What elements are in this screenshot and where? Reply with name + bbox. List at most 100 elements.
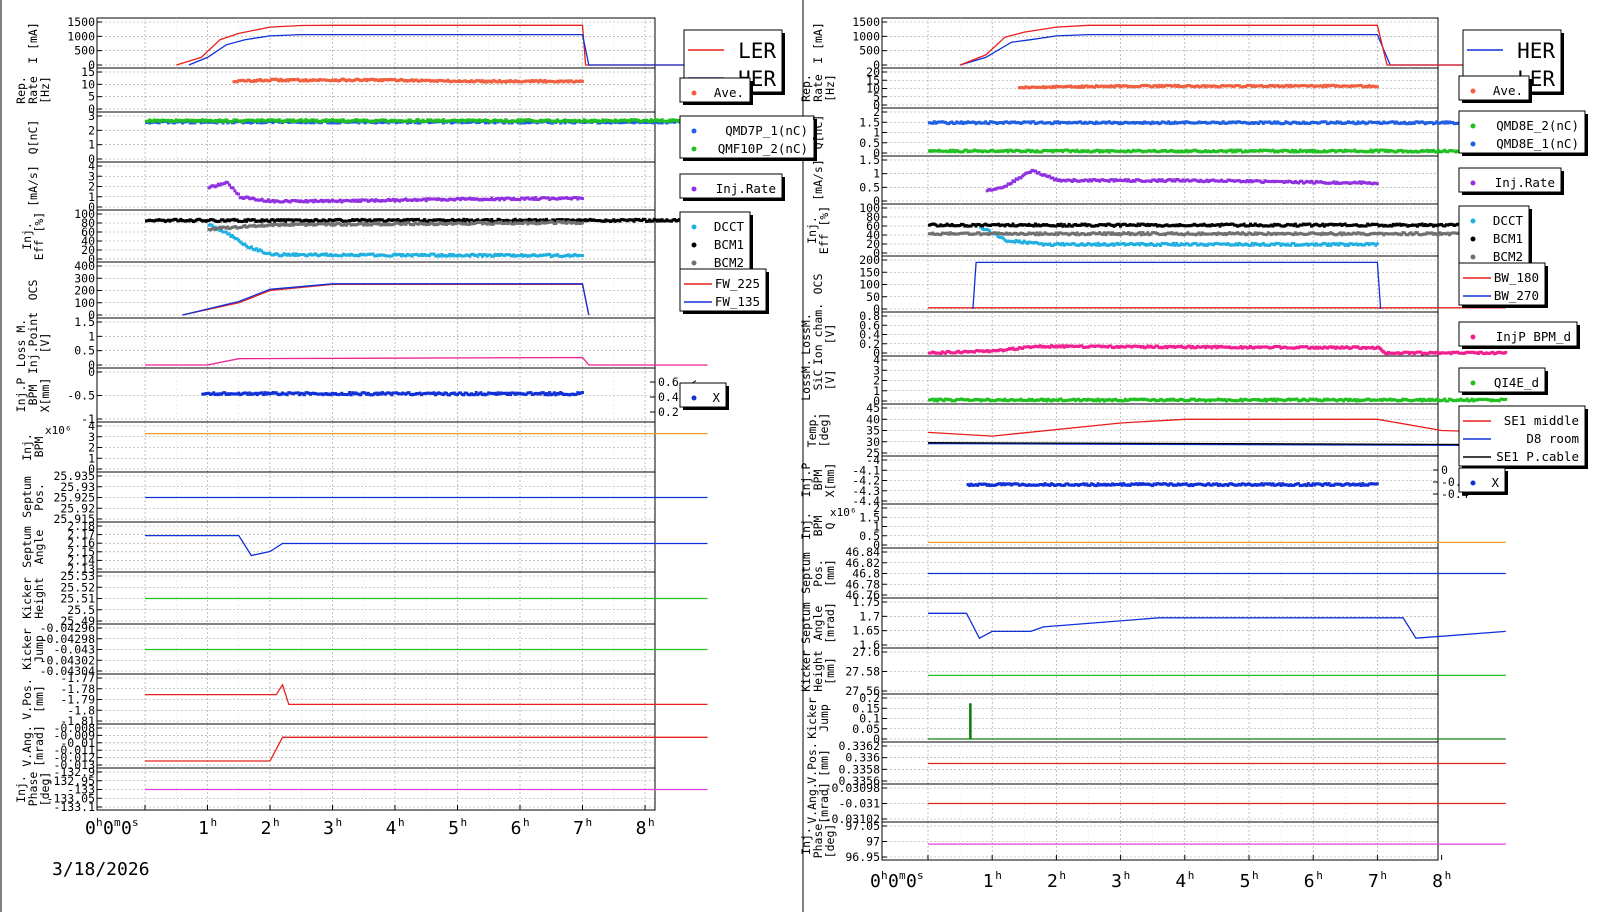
legend-marker (1470, 141, 1476, 147)
data-point (413, 78, 417, 82)
data-point (407, 253, 411, 257)
data-point (1086, 121, 1090, 125)
data-point (384, 254, 388, 258)
data-point (305, 79, 309, 83)
data-point (1343, 84, 1347, 88)
data-point (1240, 179, 1244, 183)
y-tick-label: -0.012 (53, 751, 95, 765)
data-point (1208, 224, 1212, 228)
data-point (928, 149, 931, 153)
data-point (944, 120, 948, 124)
data-point (207, 218, 211, 222)
data-point (1175, 242, 1179, 246)
data-point (524, 196, 528, 200)
data-point (571, 392, 575, 396)
data-point (371, 393, 375, 397)
data-point (1070, 121, 1074, 125)
data-point (295, 199, 298, 203)
data-point (280, 119, 284, 123)
data-point (1451, 120, 1455, 124)
data-point (1236, 179, 1240, 183)
data-point (415, 118, 419, 122)
data-point (377, 391, 381, 395)
data-point (1149, 85, 1153, 89)
data-point (512, 196, 516, 200)
data-point (1009, 148, 1013, 152)
data-point (1130, 223, 1134, 227)
data-point (426, 219, 430, 223)
y-tick-label: 100 (74, 296, 95, 310)
data-point (1122, 121, 1126, 125)
data-point (1003, 184, 1007, 188)
data-point (424, 253, 428, 257)
y-axis-label: Septum (20, 476, 34, 518)
data-point (1369, 148, 1373, 152)
data-point (1356, 243, 1360, 247)
data-point (1043, 223, 1047, 227)
data-point (460, 254, 464, 258)
data-point (249, 80, 253, 84)
data-point (288, 218, 292, 222)
data-point (961, 150, 965, 154)
data-point (1098, 121, 1102, 125)
data-point (452, 219, 456, 223)
data-point (1353, 148, 1357, 152)
data-point (1232, 223, 1236, 227)
data-point (504, 253, 508, 257)
data-point (1176, 83, 1180, 87)
data-point (574, 219, 578, 223)
data-point (313, 78, 317, 82)
data-point (273, 219, 277, 223)
data-point (1120, 242, 1124, 246)
data-point (1056, 149, 1060, 153)
data-point (1162, 85, 1166, 89)
data-point (1128, 179, 1132, 183)
data-point (338, 198, 342, 202)
data-point (462, 79, 466, 83)
data-point (285, 223, 289, 227)
data-point (1277, 121, 1281, 125)
x-tick-part: h (96, 816, 103, 829)
data-point (305, 218, 309, 222)
data-point (1021, 149, 1025, 153)
data-point (480, 222, 484, 226)
data-point (1252, 179, 1256, 183)
data-point (335, 121, 339, 125)
data-point (268, 219, 272, 223)
data-point (1456, 121, 1460, 125)
data-point (321, 78, 325, 82)
data-point (1303, 242, 1307, 246)
data-point (238, 196, 242, 200)
data-point (1054, 224, 1058, 228)
data-point (238, 119, 242, 123)
data-point (1176, 243, 1180, 247)
data-point (1441, 120, 1445, 124)
data-point (985, 189, 989, 193)
data-point (218, 120, 222, 124)
data-point (939, 223, 943, 227)
data-point (520, 219, 523, 223)
data-point (1136, 242, 1140, 246)
data-point (964, 224, 968, 228)
data-point (666, 219, 670, 223)
data-point (1191, 149, 1195, 153)
data-point (1454, 223, 1458, 227)
data-point (277, 219, 281, 223)
data-point (343, 78, 347, 82)
data-point (1271, 83, 1275, 87)
data-point (529, 120, 533, 124)
data-point (1175, 121, 1179, 125)
data-point (213, 119, 217, 123)
data-point (260, 197, 264, 201)
data-point (1096, 148, 1100, 152)
data-point (1297, 121, 1301, 125)
y-tick-label: 40 (866, 228, 880, 242)
data-point (1330, 222, 1334, 226)
data-point (674, 118, 678, 122)
data-point (540, 253, 544, 257)
data-point (479, 119, 483, 123)
data-point (1297, 181, 1301, 185)
data-point (1074, 149, 1078, 153)
data-point (296, 120, 300, 124)
data-point (402, 254, 406, 258)
